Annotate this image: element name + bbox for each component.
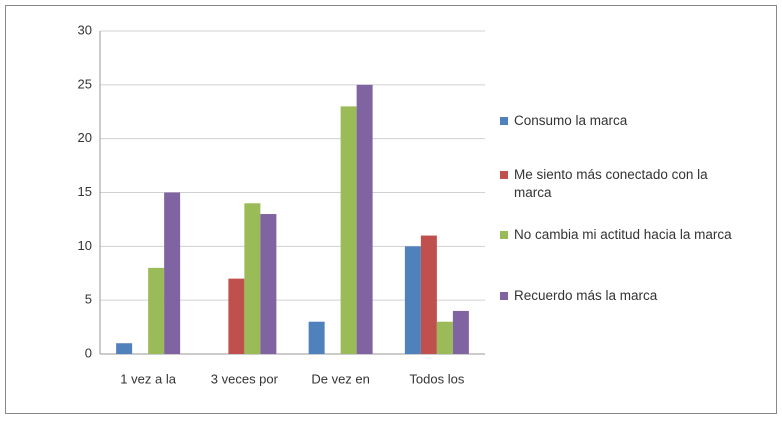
y-tick-label: 20 <box>78 130 92 145</box>
legend-item: Recuerdo más la marca <box>500 287 740 305</box>
legend-swatch <box>500 231 508 239</box>
bar <box>148 267 165 354</box>
bar <box>260 214 277 354</box>
legend-label: Consumo la marca <box>514 113 628 128</box>
y-tick-label: 10 <box>78 238 92 253</box>
legend-label: Me siento más conectado con la marca <box>514 167 708 200</box>
legend-item: Me siento más conectado con la marca <box>500 166 740 202</box>
bar <box>404 246 421 354</box>
legend-swatch <box>500 171 508 179</box>
x-tick-label: 1 vez a la <box>120 371 176 386</box>
bar <box>116 343 133 354</box>
bar <box>308 321 325 354</box>
bar <box>452 310 469 354</box>
bar <box>356 84 373 354</box>
bar <box>436 321 453 354</box>
legend-label: Recuerdo más la marca <box>514 288 658 303</box>
y-tick-label: 25 <box>78 76 92 91</box>
legend-swatch <box>500 117 508 125</box>
y-tick-label: 5 <box>85 292 92 307</box>
x-tick-label: Todos los <box>409 371 464 386</box>
x-tick-label: 3 veces por <box>211 371 279 386</box>
bar <box>244 203 261 354</box>
y-tick-label: 0 <box>85 345 92 360</box>
legend-label: No cambia mi actitud hacia la marca <box>514 227 732 242</box>
legend-item: Consumo la marca <box>500 112 740 130</box>
bar <box>340 106 357 354</box>
bar <box>420 235 437 354</box>
bar <box>228 278 245 354</box>
legend-swatch <box>500 292 508 300</box>
legend-item: No cambia mi actitud hacia la marca <box>500 226 740 244</box>
y-tick-label: 15 <box>78 184 92 199</box>
y-tick-label: 30 <box>78 22 92 37</box>
bar <box>164 192 181 354</box>
frame-border <box>5 5 777 414</box>
x-tick-label: De vez en <box>311 371 370 386</box>
